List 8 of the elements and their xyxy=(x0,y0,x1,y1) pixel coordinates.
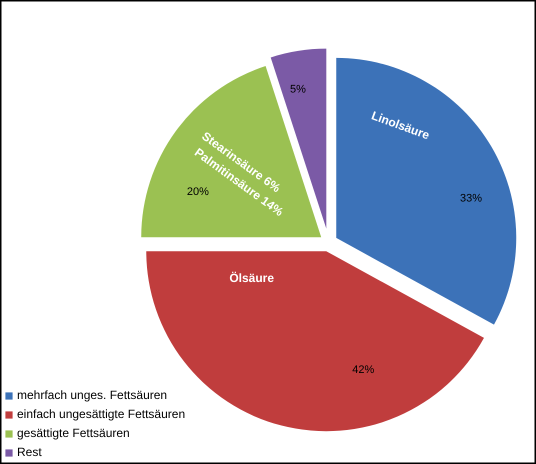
data-label: 5% xyxy=(290,83,306,96)
data-label: 33% xyxy=(460,192,482,204)
legend-label: einfach ungesättigte Fettsäuren xyxy=(17,406,186,422)
text: Ölsäure xyxy=(229,270,274,285)
legend-label: mehrfach unges. Fettsäuren xyxy=(17,387,168,403)
data-label: 42% xyxy=(352,364,375,376)
legend-label: Rest xyxy=(17,444,42,460)
legend-label: gesättigte Fettsäuren xyxy=(17,425,130,441)
